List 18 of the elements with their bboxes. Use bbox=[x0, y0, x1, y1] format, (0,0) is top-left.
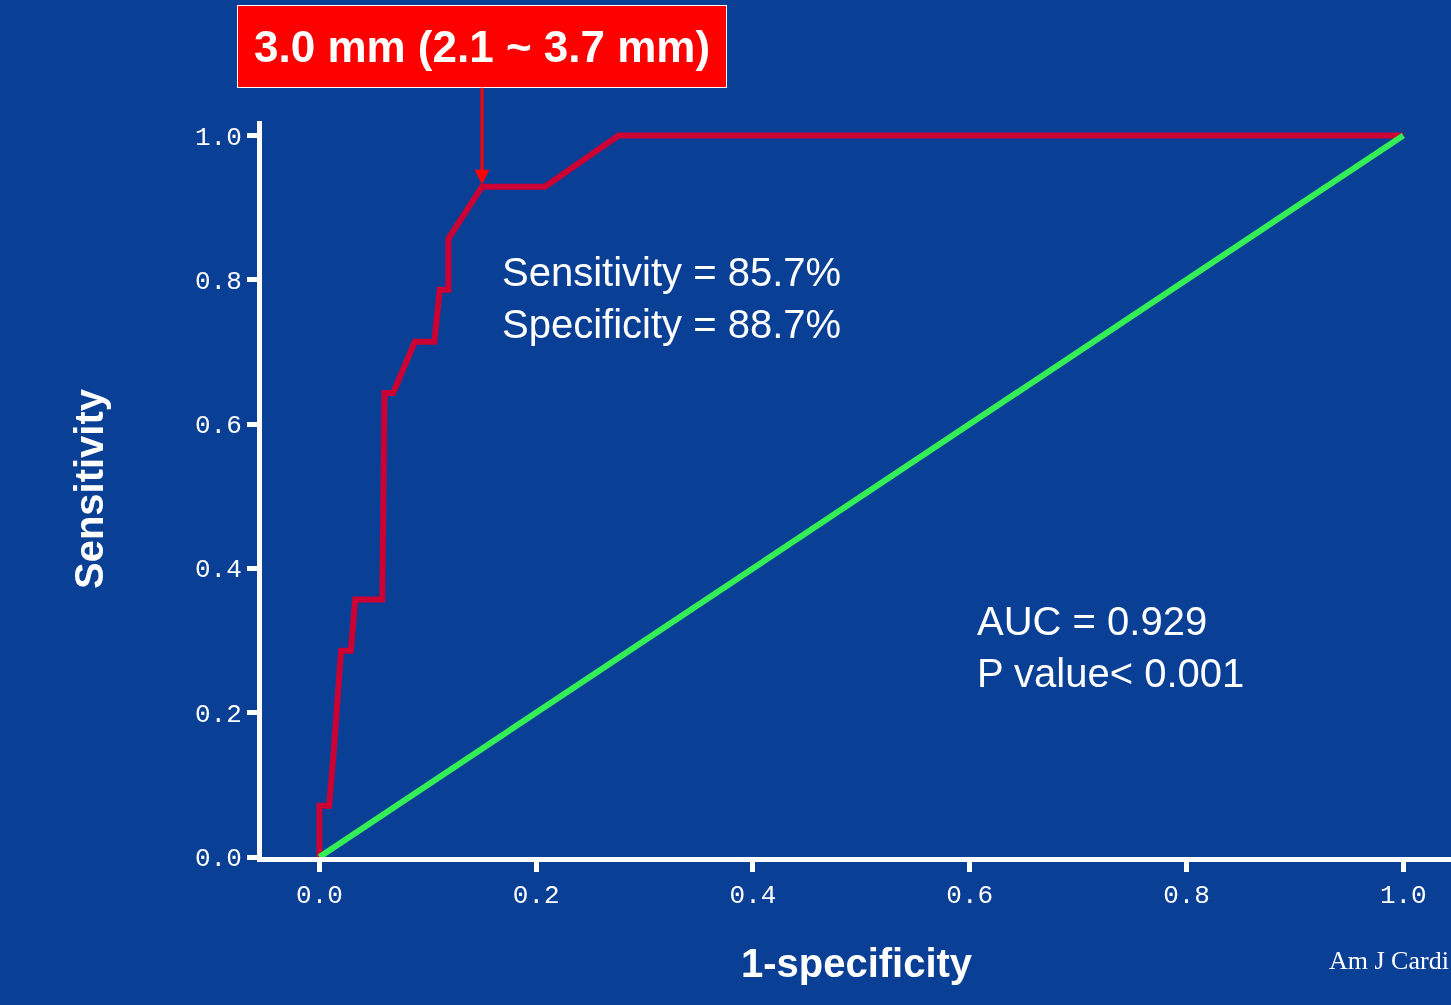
y-axis-title: Sensitivity bbox=[67, 388, 112, 590]
annotation: AUC = 0.929 P value< 0.001 bbox=[977, 599, 1245, 695]
annotation: 3.0 mm (2.1 ~ 3.7 mm) bbox=[254, 22, 711, 71]
y-tick-label: 0.8 bbox=[194, 266, 242, 297]
x-tick-label: 0.8 bbox=[1163, 881, 1210, 912]
x-tick-label: 0.4 bbox=[729, 881, 777, 912]
x-tick-label: 0.2 bbox=[512, 881, 560, 912]
x-tick-label: 0.0 bbox=[296, 881, 343, 912]
x-tick-label: 0.6 bbox=[946, 881, 994, 912]
y-tick-label: 0.2 bbox=[194, 699, 242, 730]
annotation: Sensitivity = 85.7% Specificity = 88.7% bbox=[502, 250, 842, 346]
x-axis-title: 1-specificity bbox=[740, 940, 973, 985]
y-tick-label: 0.6 bbox=[194, 411, 242, 442]
y-tick-label: 0.4 bbox=[194, 555, 242, 586]
x-tick-label: 1.0 bbox=[1379, 881, 1427, 912]
y-tick-label: 0.0 bbox=[194, 844, 242, 875]
text: Am J Cardi bbox=[1329, 946, 1449, 975]
y-tick-label: 1.0 bbox=[194, 122, 242, 153]
